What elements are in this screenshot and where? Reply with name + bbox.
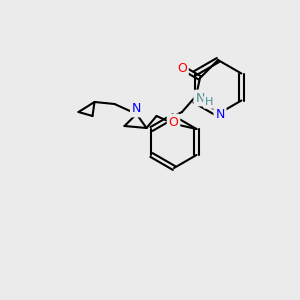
Text: N: N: [215, 107, 225, 121]
Text: O: O: [169, 116, 178, 128]
Text: N: N: [132, 103, 141, 116]
Text: N: N: [195, 92, 205, 104]
Text: O: O: [177, 61, 187, 74]
Text: H: H: [205, 97, 213, 107]
